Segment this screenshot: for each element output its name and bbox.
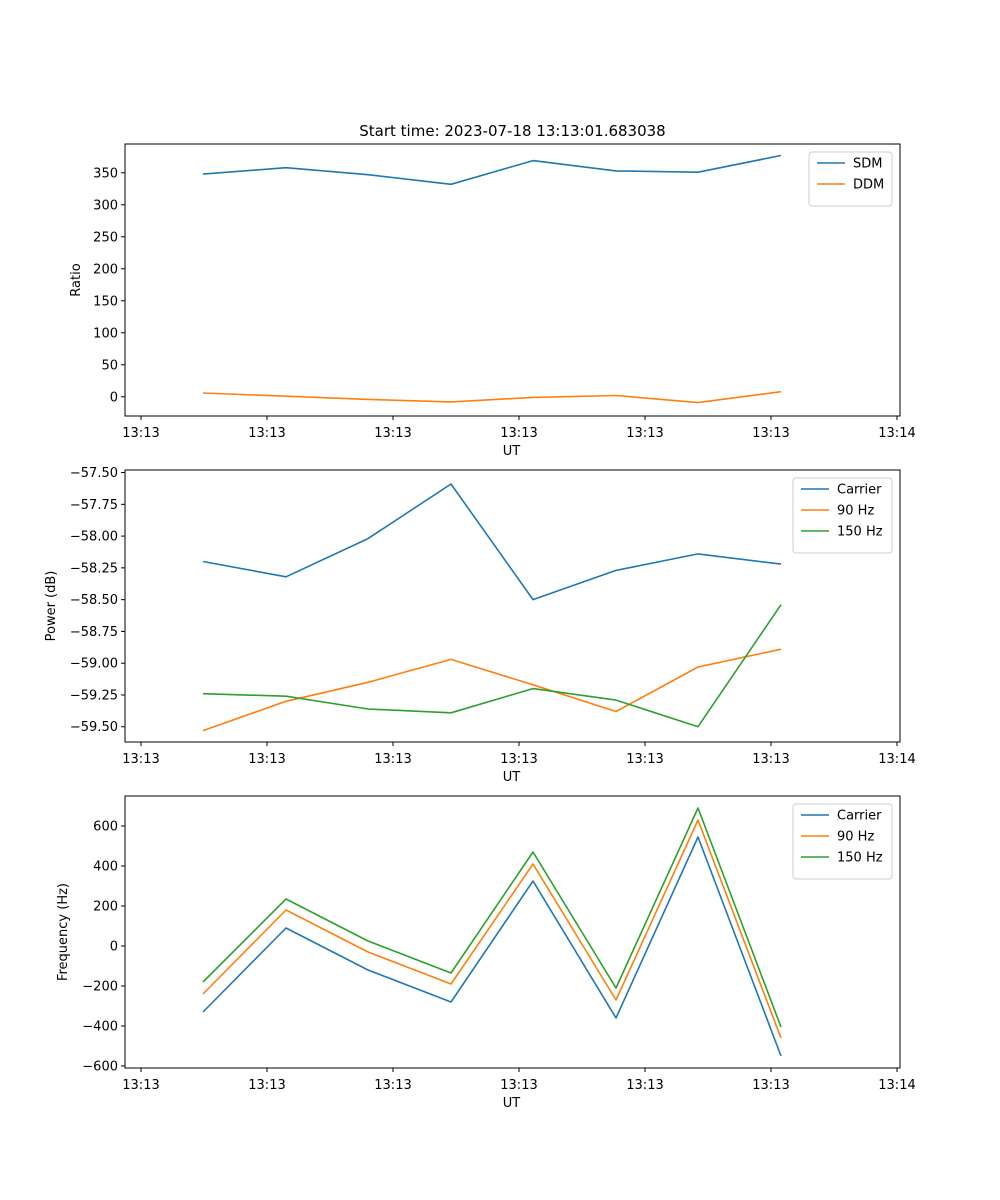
y-tick-label: −57.50 [70,466,118,481]
y-tick-label: 150 [93,294,118,309]
y-tick-label: 600 [93,820,118,835]
axes-frame [124,143,901,417]
series-line-90-hz [202,648,782,732]
y-tick-label: −59.50 [70,720,118,735]
series-line-150-hz [202,604,782,728]
legend-label: 150 Hz [837,851,883,866]
y-tick-label: 100 [93,326,118,341]
x-tick-label: 13:13 [248,426,285,441]
series-line-90-hz [202,819,782,1039]
y-tick-label: −600 [82,1060,118,1075]
y-tick-label: 300 [93,198,118,213]
y-tick-label: −58.75 [70,625,118,640]
y-axis-label: Frequency (Hz) [56,883,71,981]
legend-box [792,477,893,554]
x-tick-label: 13:13 [752,752,789,767]
series-line-150-hz [202,807,782,1028]
x-tick-label: 13:13 [248,1078,285,1093]
x-tick-label: 13:13 [248,752,285,767]
chart-title: Start time: 2023-07-18 13:13:01.683038 [359,122,665,140]
x-tick-label: 13:13 [626,752,663,767]
x-tick-label: 13:13 [122,752,159,767]
subplot-1: Start time: 2023-07-18 13:13:01.683038 0 5… [69,122,916,459]
x-tick-label: 13:13 [122,1078,159,1093]
y-tick-label: 0 [110,940,118,955]
x-tick-label: 13:13 [374,752,411,767]
x-tick-label: 13:13 [122,426,159,441]
series-line-ddm [202,390,782,404]
x-tick-label: 13:14 [878,752,915,767]
y-tick-label: −57.75 [70,498,118,513]
legend-box [792,803,893,880]
legend-label: 90 Hz [837,830,874,845]
legend: Carrier 90 Hz 150 Hz [792,477,893,554]
y-tick-label: −58.00 [70,530,118,545]
legend-label: 90 Hz [837,504,874,519]
y-tick-label: −58.50 [70,593,118,608]
x-tick-label: 13:13 [626,1078,663,1093]
x-tick-label: 13:13 [500,752,537,767]
legend-label: DDM [853,178,884,193]
x-axis-label: UT [503,770,521,785]
x-tick-label: 13:13 [752,1078,789,1093]
x-tick-label: 13:13 [500,426,537,441]
x-tick-label: 13:13 [374,426,411,441]
y-tick-label: −58.25 [70,561,118,576]
y-tick-label: 350 [93,166,118,181]
y-tick-label: 50 [101,358,118,373]
y-tick-label: −59.00 [70,657,118,672]
legend: SDM DDM [808,151,893,207]
x-tick-label: 13:13 [626,426,663,441]
x-axis-label: UT [503,444,521,459]
y-axis-label: Power (dB) [44,571,59,642]
x-tick-label: 13:14 [878,1078,915,1093]
legend-label: SDM [853,157,882,172]
subplot-2: −59.50 −59.25 −59.00 −58.75 −58.50 −58.25 −58.… [44,466,916,785]
legend: Carrier 90 Hz 150 Hz [792,803,893,880]
y-tick-label: 0 [110,390,118,405]
x-tick-label: 13:13 [374,1078,411,1093]
legend-label: 150 Hz [837,525,883,540]
x-tick-label: 13:13 [752,426,789,441]
y-tick-label: −400 [82,1020,118,1035]
series-line-carrier [202,483,782,601]
y-tick-label: 200 [93,262,118,277]
y-axis-label: Ratio [69,263,84,296]
legend-label: Carrier [837,809,882,824]
y-tick-label: 200 [93,900,118,915]
legend-box [808,151,893,207]
series-line-carrier [202,836,782,1057]
subplot-3: −600 −400 −200 0 200 400 600 13:13 13:13 13:13 13:… [56,795,916,1111]
y-tick-label: −59.25 [70,688,118,703]
x-tick-label: 13:13 [500,1078,537,1093]
axes-frame [124,795,901,1069]
legend-label: Carrier [837,483,882,498]
series-line-sdm [202,154,782,186]
x-tick-label: 13:14 [878,426,915,441]
y-tick-label: 400 [93,860,118,875]
x-axis-label: UT [503,1096,521,1111]
y-tick-label: 250 [93,230,118,245]
axes-frame [124,469,901,743]
y-tick-label: −200 [82,980,118,995]
